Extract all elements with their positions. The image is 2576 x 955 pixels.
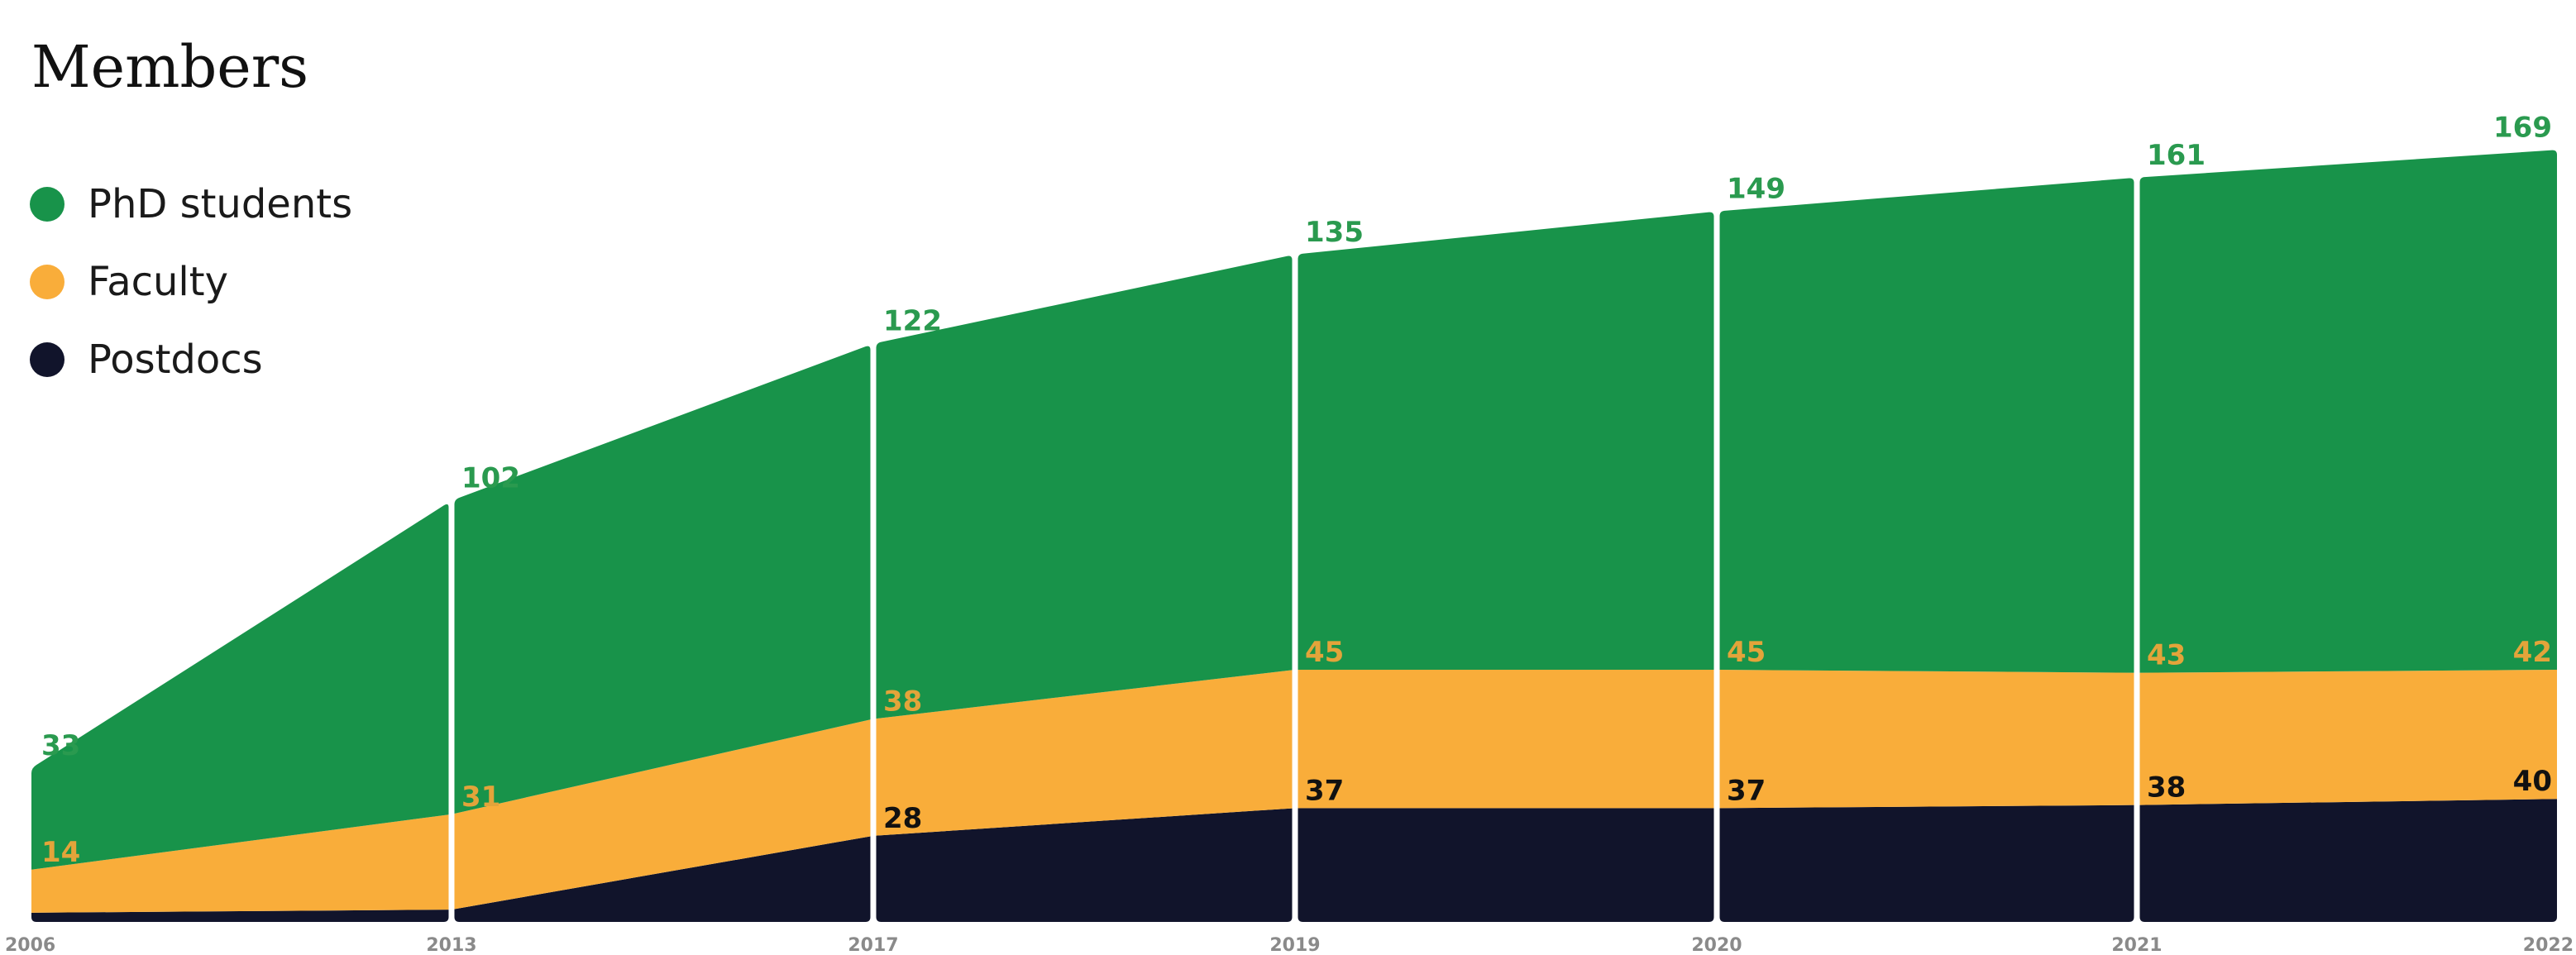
- phd-area-segment: [454, 346, 871, 814]
- phd-value-label: 122: [883, 305, 942, 338]
- phd-area-segment: [2139, 150, 2557, 673]
- x-tick-label: 2021: [2111, 935, 2162, 955]
- faculty-value-label: 42: [2513, 636, 2552, 669]
- legend-item-phd: PhD students: [30, 165, 352, 243]
- faculty-area-segment: [454, 719, 871, 910]
- phd-area-segment: [1719, 178, 2134, 673]
- legend-label-phd: PhD students: [88, 181, 353, 227]
- faculty-area-segment: [31, 814, 449, 913]
- phd-value-label: 135: [1305, 216, 1364, 249]
- postdocs-area-segment: [1719, 805, 2134, 922]
- postdocs-area-segment: [2139, 799, 2557, 922]
- phd-value-label: 149: [1727, 173, 1785, 206]
- legend-item-faculty: Faculty: [30, 243, 352, 321]
- x-tick-label: 2013: [426, 935, 476, 955]
- postdocs-area-segment: [454, 836, 871, 922]
- postdocs-value-label: 4: [461, 922, 481, 955]
- phd-value-label: 161: [2147, 139, 2206, 172]
- legend-dot-phd: [30, 187, 65, 222]
- faculty-area-segment: [1719, 669, 2134, 809]
- chart-title: Members: [31, 33, 309, 101]
- postdocs-area-segment: [876, 808, 1293, 922]
- faculty-value-label: 38: [883, 685, 922, 718]
- legend-dot-faculty: [30, 265, 65, 299]
- postdocs-value-label: 37: [1305, 774, 1344, 807]
- phd-area-segment: [876, 255, 1293, 719]
- legend-item-postdocs: Postdocs: [30, 321, 352, 399]
- faculty-area-segment: [2139, 669, 2557, 805]
- faculty-value-label: 14: [41, 836, 80, 869]
- postdocs-area-segment: [31, 910, 449, 922]
- postdocs-value-label: 40: [2513, 765, 2552, 798]
- x-tick-label: 2019: [1269, 935, 1320, 955]
- faculty-value-label: 43: [2147, 639, 2186, 672]
- postdocs-value-label: 3: [41, 925, 61, 955]
- phd-value-label: 33: [41, 729, 80, 762]
- faculty-value-label: 45: [1305, 636, 1344, 669]
- phd-area-segment: [31, 504, 449, 870]
- postdocs-value-label: 38: [2147, 771, 2186, 805]
- postdocs-area-segment: [1298, 808, 1714, 922]
- x-tick-label: 2017: [848, 935, 898, 955]
- faculty-area-segment: [876, 670, 1293, 836]
- legend-dot-postdocs: [30, 342, 65, 377]
- faculty-value-label: 31: [461, 781, 500, 814]
- legend-label-postdocs: Postdocs: [88, 337, 263, 383]
- phd-value-label: 102: [461, 461, 520, 494]
- x-tick-label: 2006: [5, 935, 55, 955]
- phd-value-label: 169: [2493, 111, 2552, 144]
- phd-area-segment: [1298, 212, 1714, 670]
- faculty-value-label: 45: [1727, 636, 1766, 669]
- legend-label-faculty: Faculty: [88, 259, 228, 305]
- x-tick-label: 2022: [2523, 935, 2574, 955]
- postdocs-value-label: 28: [883, 802, 922, 835]
- legend: PhD students Faculty Postdocs: [30, 165, 352, 399]
- x-tick-label: 2020: [1691, 935, 1742, 955]
- faculty-area-segment: [1298, 669, 1714, 809]
- postdocs-value-label: 37: [1727, 774, 1766, 807]
